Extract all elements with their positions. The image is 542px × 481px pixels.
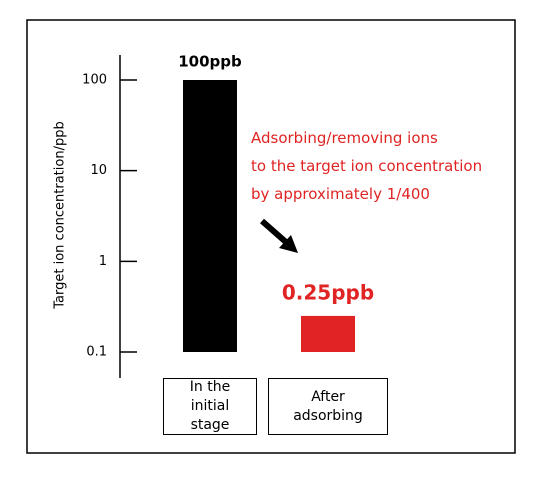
y-tick-label: 0.1 bbox=[86, 345, 107, 360]
annotation-line: to the target ion concentration bbox=[251, 157, 483, 175]
category-label: In the initial stage bbox=[163, 378, 257, 435]
bar bbox=[301, 315, 355, 352]
annotation-line: by approximately 1/400 bbox=[251, 185, 430, 203]
arrow-head bbox=[279, 235, 298, 253]
y-tick-label: 1 bbox=[99, 254, 107, 269]
annotation: Adsorbing/removing ions to the target ion… bbox=[251, 124, 482, 208]
arrow bbox=[260, 218, 289, 246]
y-axis-label: Target ion concentration/ppb bbox=[53, 121, 68, 309]
y-tick-label: 100 bbox=[82, 73, 107, 88]
value-label: 100ppb bbox=[178, 53, 242, 71]
value-label: 0.25ppb bbox=[282, 280, 374, 304]
y-tick-label: 10 bbox=[90, 163, 107, 178]
annotation-line: Adsorbing/removing ions bbox=[251, 129, 438, 147]
bar bbox=[183, 80, 237, 352]
frame bbox=[26, 19, 516, 454]
category-label: After adsorbing bbox=[268, 378, 388, 435]
